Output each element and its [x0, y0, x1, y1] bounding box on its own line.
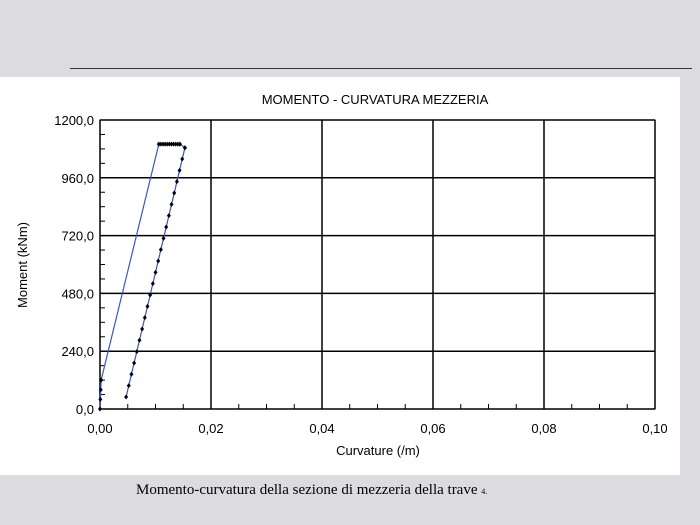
- data-point: [177, 141, 182, 147]
- x-tick-label: 0,02: [198, 421, 223, 436]
- data-point: [161, 235, 166, 241]
- y-tick-label: 480,0: [61, 286, 94, 301]
- y-tick-label: 720,0: [61, 229, 94, 244]
- data-point: [148, 292, 153, 298]
- data-point: [124, 394, 129, 400]
- data-point: [137, 337, 142, 343]
- data-point: [158, 141, 163, 147]
- x-tick-label: 0,06: [420, 421, 445, 436]
- data-point: [98, 387, 103, 393]
- x-axis-label: Curvature (/m): [336, 443, 420, 458]
- data-point: [169, 141, 174, 147]
- data-point: [150, 281, 155, 287]
- data-point: [156, 258, 161, 264]
- data-point: [129, 371, 134, 377]
- data-point: [169, 201, 174, 207]
- data-point: [158, 247, 163, 253]
- series-line: [99, 143, 186, 410]
- y-tick-label: 960,0: [61, 171, 94, 186]
- data-point: [177, 167, 182, 173]
- caption-note: 4.: [481, 487, 488, 496]
- data-point: [132, 360, 137, 366]
- plot-frame: [99, 119, 656, 410]
- data-point: [172, 190, 177, 196]
- data-point: [161, 141, 166, 147]
- data-point: [171, 141, 176, 147]
- data-point: [164, 224, 169, 230]
- data-point: [173, 141, 178, 147]
- data-point: [153, 269, 158, 275]
- header-rule: [70, 68, 692, 69]
- data-point: [145, 303, 150, 309]
- data-point: [134, 349, 139, 355]
- data-point: [98, 396, 103, 402]
- x-tick-label: 0,00: [87, 421, 112, 436]
- data-point: [165, 141, 170, 147]
- data-point: [166, 213, 171, 219]
- data-point: [167, 141, 172, 147]
- x-tick-label: 0,10: [642, 421, 667, 436]
- data-point: [126, 383, 131, 389]
- chart-title: MOMENTO - CURVATURA MEZZERIA: [262, 92, 489, 107]
- caption-text: Momento-curvatura della sezione di mezze…: [136, 482, 478, 498]
- y-tick-label: 1200,0: [54, 113, 94, 128]
- data-point: [156, 141, 161, 147]
- x-tick-label: 0,04: [309, 421, 334, 436]
- data-point: [163, 141, 168, 147]
- data-point: [182, 145, 187, 151]
- y-tick-label: 0,0: [76, 402, 94, 417]
- data-point: [180, 156, 185, 162]
- data-point: [98, 406, 102, 412]
- y-tick-label: 240,0: [61, 344, 94, 359]
- data-point: [175, 141, 180, 147]
- data-point: [99, 377, 104, 383]
- figure-caption: Momento-curvatura della sezione di mezze…: [136, 482, 487, 499]
- data-point: [174, 179, 179, 185]
- y-axis-label: Moment (kNm): [15, 222, 30, 308]
- x-tick-label: 0,08: [531, 421, 556, 436]
- data-point: [142, 315, 147, 321]
- data-point: [140, 326, 145, 332]
